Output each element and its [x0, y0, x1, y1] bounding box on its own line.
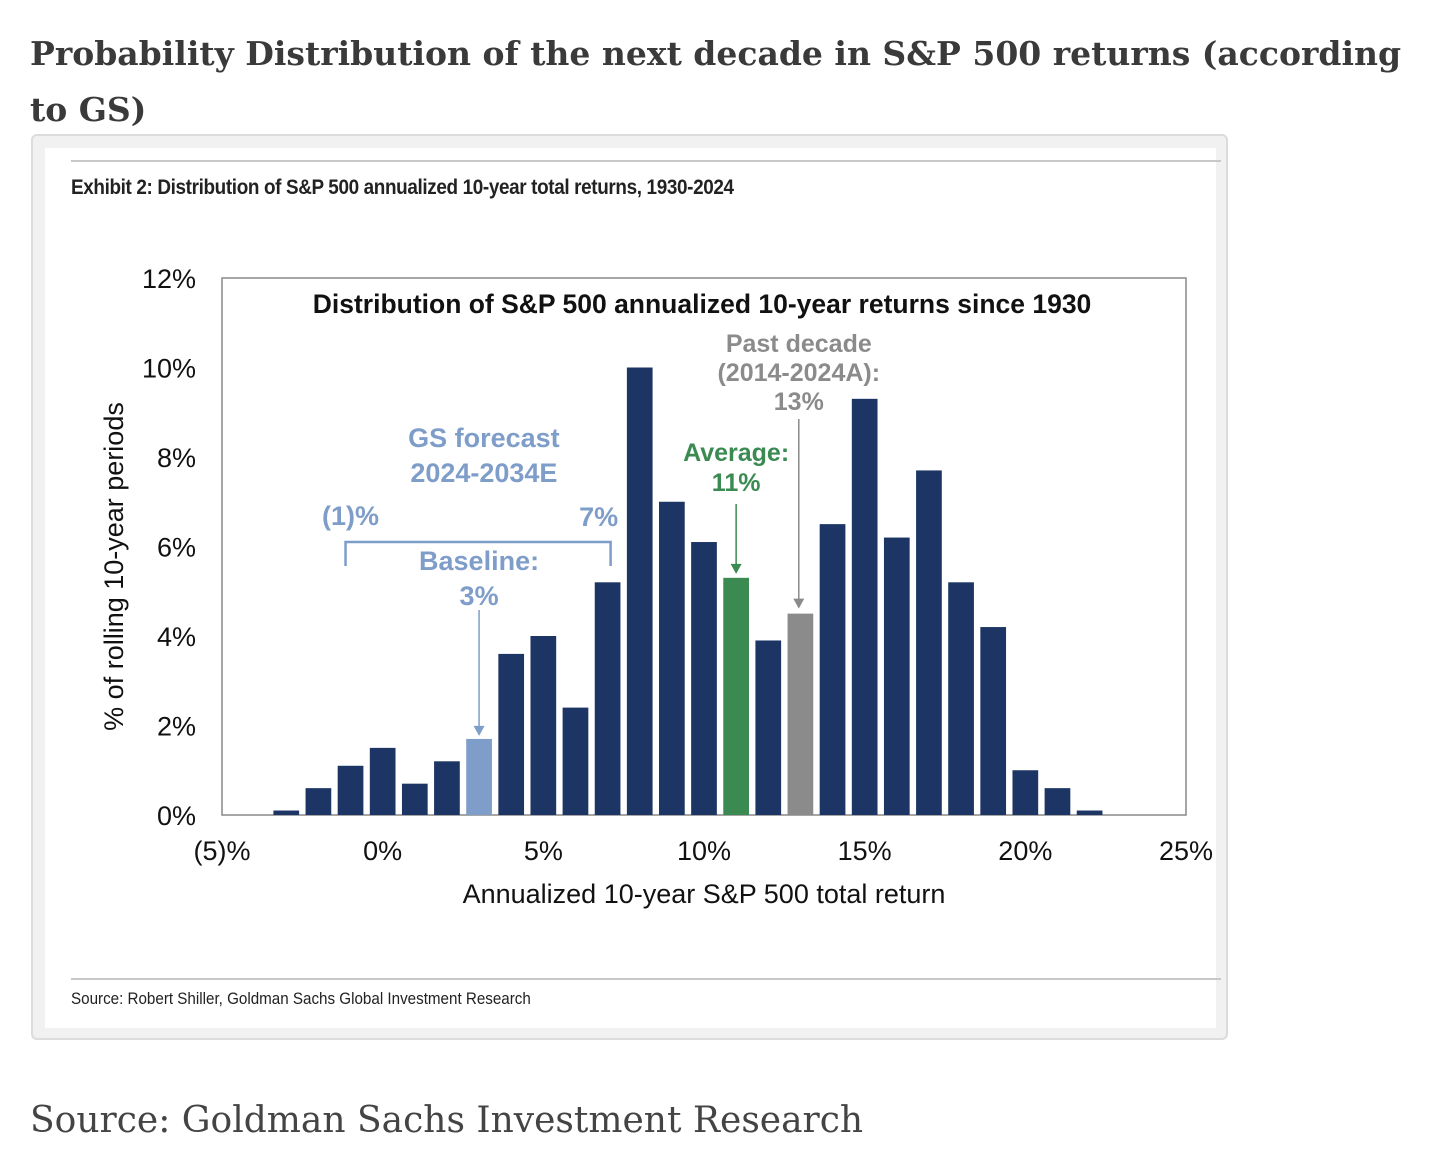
- bar: [305, 788, 332, 815]
- bar: [755, 640, 782, 815]
- range-high-label: 7%: [579, 502, 618, 532]
- bar: [916, 470, 942, 815]
- gs-forecast-label: GS forecast: [408, 423, 560, 453]
- figure-frame: Exhibit 2: Distribution of S&P 500 annua…: [31, 134, 1228, 1040]
- baseline-label: 3%: [460, 581, 499, 611]
- bar: [369, 747, 396, 815]
- bar: [401, 783, 428, 815]
- exhibit-title: Exhibit 2: Distribution of S&P 500 annua…: [71, 176, 734, 199]
- bar: [562, 707, 589, 815]
- histogram-chart: 0% 2% 4% 6% 8% 10% 12% (5)% 0% 5% 10% 15% 20% 25% Annu…: [99, 264, 1213, 909]
- y-axis-label: % of rolling 10-year periods: [99, 402, 129, 731]
- bar-average: [723, 577, 749, 815]
- bar: [337, 765, 364, 815]
- average-label: Average:: [683, 439, 789, 467]
- y-tick-label: 0%: [157, 801, 196, 831]
- bar: [434, 761, 460, 815]
- forecast-range-bracket: [344, 540, 612, 566]
- y-tick-label: 8%: [157, 443, 196, 473]
- x-tick-label: 0%: [363, 836, 402, 866]
- past-decade-arrow-head: [793, 598, 805, 609]
- bar: [851, 398, 878, 815]
- bar: [980, 627, 1007, 815]
- bar: [819, 524, 846, 815]
- baseline-arrow-head: [473, 725, 485, 736]
- top-divider: [71, 160, 1221, 162]
- average-label: 11%: [712, 469, 761, 497]
- average-arrow-head: [730, 563, 742, 574]
- x-axis-label: Annualized 10-year S&P 500 total return: [463, 879, 946, 909]
- past-decade-label: Past decade: [726, 330, 872, 358]
- y-tick-label: 6%: [157, 533, 196, 563]
- x-tick-label: 25%: [1159, 836, 1213, 866]
- page-title: Probability Distribution of the next dec…: [30, 34, 1402, 129]
- bar: [273, 810, 300, 815]
- bar-past-decade: [787, 613, 814, 815]
- figure-panel: Exhibit 2: Distribution of S&P 500 annua…: [45, 148, 1221, 1028]
- bar: [530, 636, 557, 815]
- bottom-divider: [71, 978, 1221, 980]
- x-tick-label: 20%: [998, 836, 1052, 866]
- exhibit-source-note: Source: Robert Shiller, Goldman Sachs Gl…: [71, 990, 531, 1008]
- bar: [659, 501, 685, 815]
- x-tick-label: 15%: [838, 836, 892, 866]
- y-tick-label: 12%: [142, 264, 196, 294]
- y-tick-label: 2%: [157, 712, 196, 742]
- bar: [594, 582, 621, 815]
- bar: [1044, 788, 1071, 815]
- x-tick-label: 5%: [524, 836, 563, 866]
- bar: [1012, 770, 1039, 815]
- bar: [626, 367, 653, 815]
- past-decade-label: (2014-2024A):: [717, 359, 880, 387]
- gs-forecast-label: 2024-2034E: [410, 458, 557, 488]
- baseline-label: Baseline:: [419, 546, 539, 576]
- range-low-label: (1)%: [322, 501, 379, 531]
- y-tick-label: 4%: [157, 622, 196, 652]
- past-decade-label: 13%: [774, 388, 824, 416]
- bar: [1076, 810, 1103, 815]
- bar: [498, 653, 525, 815]
- x-tick-label: 10%: [677, 836, 731, 866]
- y-tick-label: 10%: [142, 354, 196, 384]
- chart-title: Distribution of S&P 500 annualized 10-ye…: [313, 289, 1092, 319]
- bar: [691, 542, 717, 815]
- bar: [948, 582, 974, 815]
- bar-baseline: [466, 738, 492, 815]
- x-tick-label: (5)%: [193, 836, 250, 866]
- footer-source: Source: Goldman Sachs Investment Researc…: [30, 1100, 864, 1141]
- bar: [883, 537, 910, 815]
